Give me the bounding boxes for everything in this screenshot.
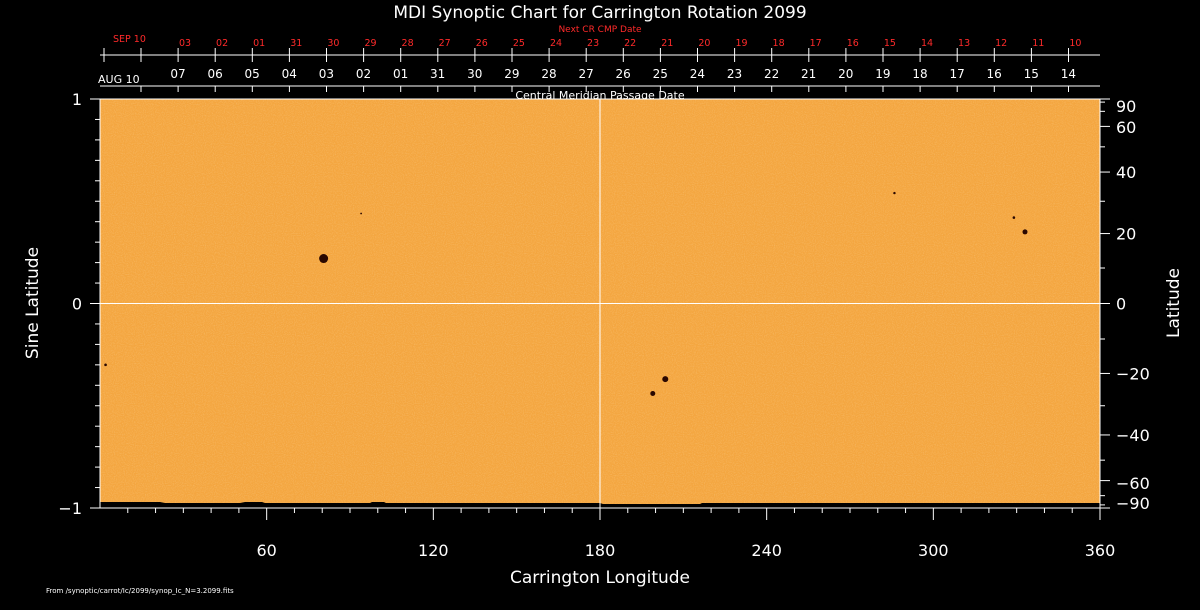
cmp-date-label: 03 (319, 67, 334, 81)
next-cr-date-label: 31 (290, 38, 302, 49)
sunspot-5 (1012, 216, 1016, 219)
sunspot-6 (893, 191, 896, 195)
cmp-date-label: 20 (838, 67, 853, 81)
chart-title: MDI Synoptic Chart for Carrington Rotati… (393, 3, 806, 23)
sunspot-8 (104, 363, 107, 367)
cmp-date-label: 27 (578, 67, 593, 81)
sunspot-1 (319, 254, 329, 264)
cmp-date-label: 29 (504, 67, 519, 81)
next-cr-date-label: 16 (847, 38, 859, 49)
top-axis: SEP 10 AUG 10 03 02 01 31 30 29 28 27 26 25 24 23 22 21… (98, 34, 1100, 92)
next-cr-date-label: 02 (216, 38, 228, 49)
next-cr-date-label: 12 (995, 38, 1007, 49)
next-cr-label: Next CR CMP Date (558, 25, 642, 35)
next-cr-date-label: 25 (513, 38, 525, 49)
footer-source: From /synoptic/carrot/Ic/2099/synop_Ic_N… (46, 587, 234, 595)
sunspots (104, 191, 1028, 396)
next-cr-date-label: 21 (661, 38, 673, 49)
cmp-date-label: 30 (467, 67, 482, 81)
next-cr-date-label: 14 (921, 38, 933, 49)
next-cr-date-label: 24 (550, 38, 562, 49)
cmp-date-label: 06 (207, 67, 222, 81)
next-cr-date-label: 17 (810, 38, 822, 49)
next-cr-date-label: 15 (884, 38, 896, 49)
y-left-tick-label: −1 (58, 499, 82, 518)
cmp-date-label: 25 (653, 67, 668, 81)
y-right-tick-label: 20 (1116, 225, 1136, 244)
cmp-date-label: 15 (1024, 67, 1039, 81)
cmp-date-label: 19 (875, 67, 890, 81)
next-cr-date-label: 11 (1032, 38, 1044, 49)
next-cr-date-label: 29 (364, 38, 376, 49)
next-cr-start-label: SEP 10 (113, 34, 146, 45)
next-cr-date-label: 20 (698, 38, 710, 49)
axes: 60 120 180 240 300 360 1 0 −1 90 60 40 20 0 −20 −40 −60−… (58, 90, 1149, 560)
x-tick-label: 60 (256, 541, 276, 560)
y-right-tick-label: 90 (1116, 97, 1136, 116)
x-axis-label: Carrington Longitude (510, 568, 690, 588)
cmp-date-label: 17 (949, 67, 964, 81)
cmp-date-label: 21 (801, 67, 816, 81)
y-right-tick-label: −60 (1116, 474, 1150, 493)
y-axis-label-right: Latitude (1164, 268, 1184, 338)
next-cr-date-label: 10 (1069, 38, 1081, 49)
next-cr-date-label: 23 (587, 38, 599, 49)
y-axis-label-left: Sine Latitude (23, 247, 43, 359)
y-right-tick-label: 0 (1116, 295, 1126, 314)
y-right-tick-label: 60 (1116, 118, 1136, 137)
cmp-date-label: 22 (764, 67, 779, 81)
sunspot-3 (650, 390, 656, 396)
cmp-date-label: 07 (170, 67, 185, 81)
sunspot-2 (662, 376, 669, 383)
x-tick-label: 120 (418, 541, 449, 560)
cmp-date-label: 05 (245, 67, 260, 81)
cmp-date-label: 24 (690, 67, 705, 81)
y-right-tick-label: −20 (1116, 364, 1150, 383)
sunspot-4 (1022, 229, 1028, 235)
x-tick-label: 240 (751, 541, 782, 560)
cmp-date-label: 04 (282, 67, 297, 81)
next-cr-date-label: 22 (624, 38, 636, 49)
x-tick-label: 360 (1085, 541, 1116, 560)
sunspot-7 (360, 212, 363, 215)
next-cr-date-label: 01 (253, 38, 265, 49)
cmp-date-label: 16 (987, 67, 1002, 81)
next-cr-date-label: 26 (476, 38, 488, 49)
cmp-start-label: AUG 10 (98, 73, 140, 86)
cmp-date-label: 02 (356, 67, 371, 81)
next-cr-date-label: 30 (327, 38, 339, 49)
next-cr-date-label: 13 (958, 38, 970, 49)
cmp-date-label: 26 (616, 67, 631, 81)
next-cr-date-label: 19 (735, 38, 747, 49)
next-cr-date-label: 28 (402, 38, 414, 49)
y-left-tick-label: 0 (72, 295, 82, 314)
cmp-date-label: 23 (727, 67, 742, 81)
next-cr-date-label: 27 (439, 38, 451, 49)
x-tick-label: 300 (918, 541, 949, 560)
next-cr-date-label: 18 (773, 38, 785, 49)
y-right-tick-label: 40 (1116, 163, 1136, 182)
cmp-date-label: 01 (393, 67, 408, 81)
cmp-date-label: 18 (912, 67, 927, 81)
cmp-date-label: 31 (430, 67, 445, 81)
y-right-tick-label: −90 (1116, 494, 1150, 513)
y-left-tick-label: 1 (72, 90, 82, 109)
cmp-date-label: 14 (1061, 67, 1076, 81)
cmp-date-label: 28 (541, 67, 556, 81)
next-cr-date-label: 03 (179, 38, 191, 49)
x-tick-label: 180 (585, 541, 616, 560)
y-right-tick-label: −40 (1116, 426, 1150, 445)
